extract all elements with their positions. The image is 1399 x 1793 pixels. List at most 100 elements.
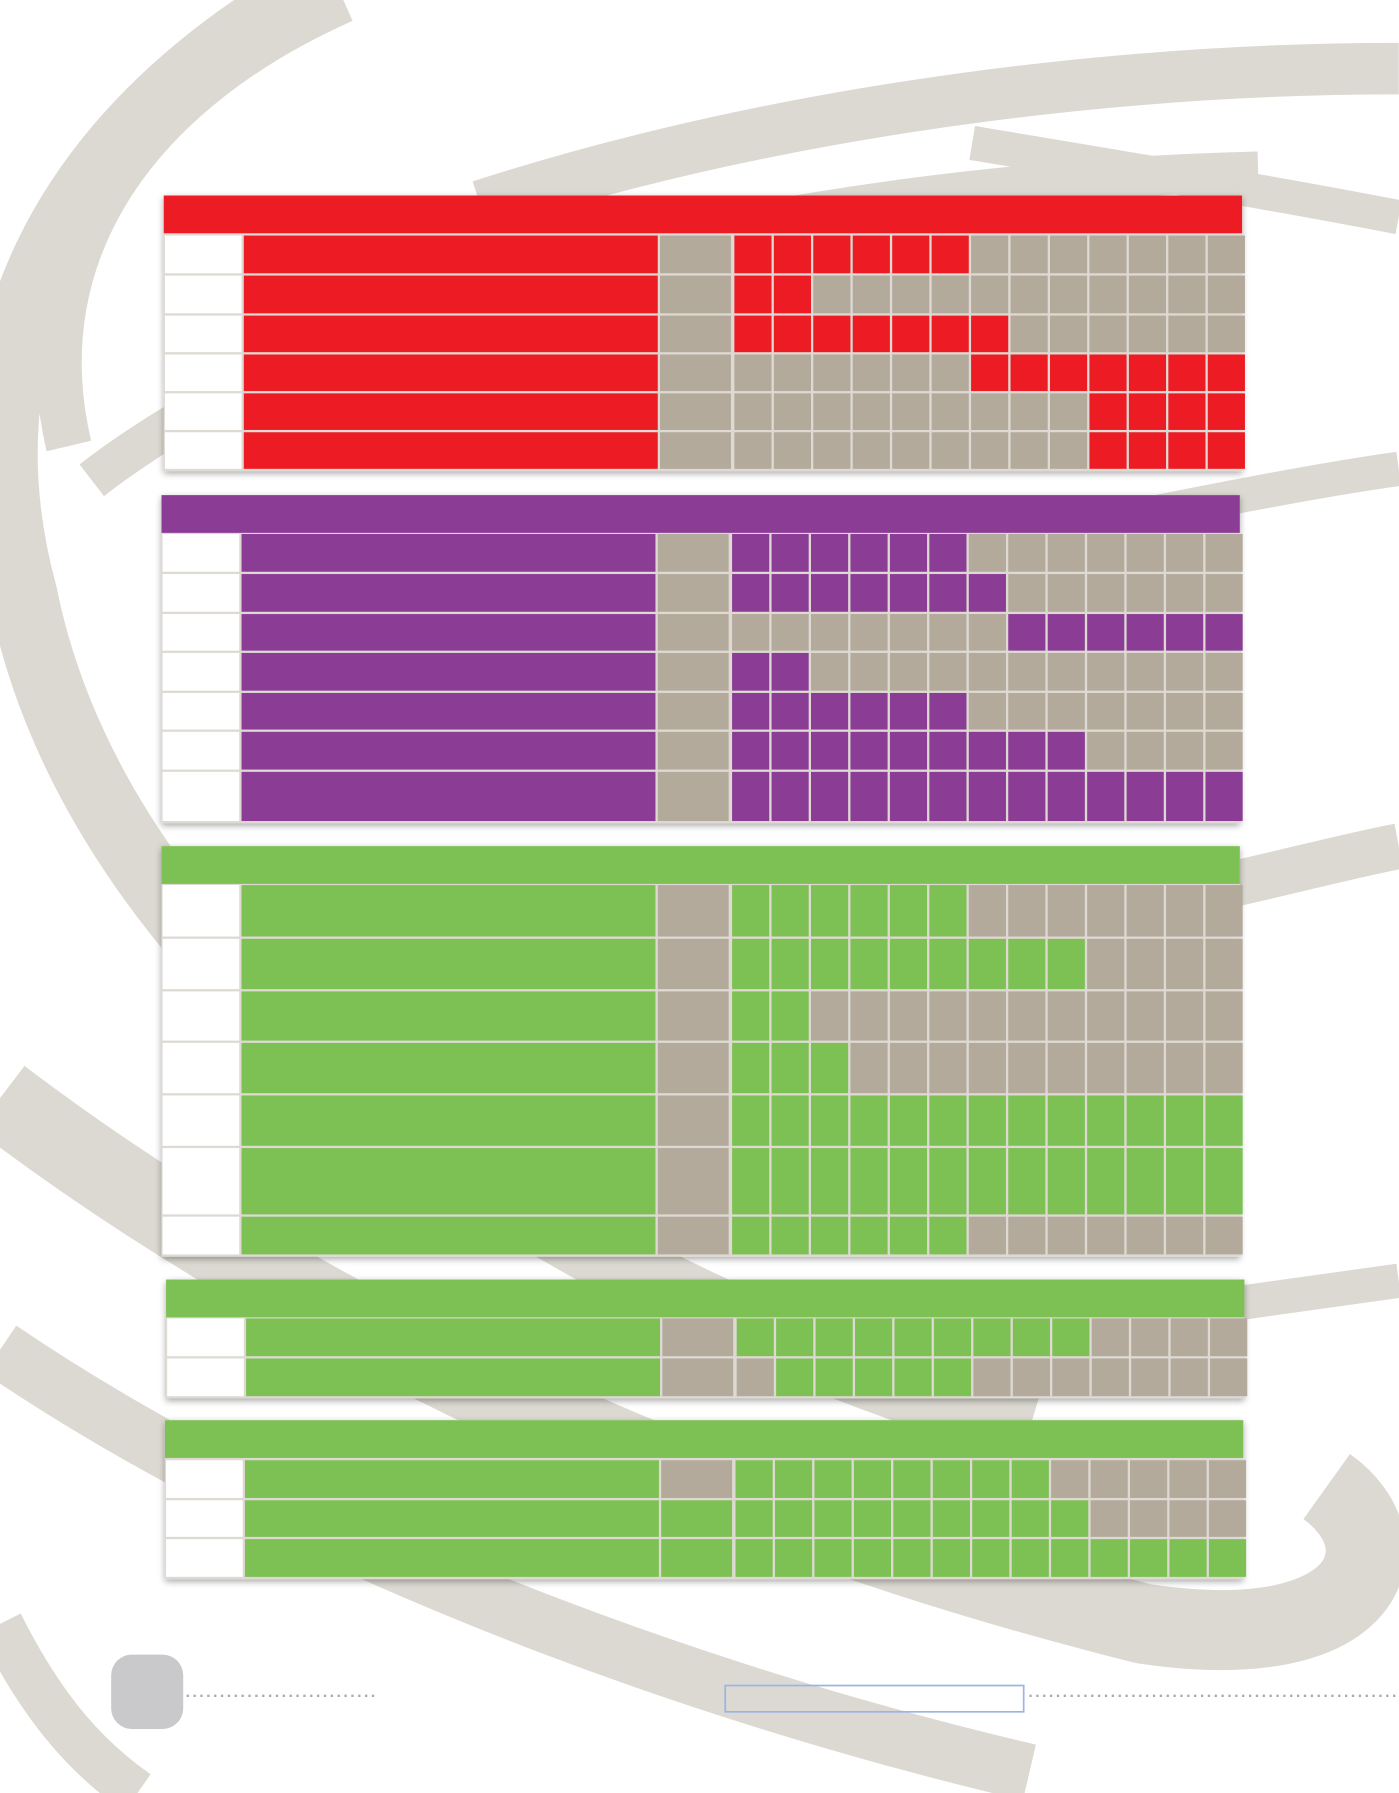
schedule-cell xyxy=(1047,692,1085,730)
schedule-cell xyxy=(735,1460,773,1498)
schedule-cell xyxy=(1010,315,1048,353)
schedule-cell xyxy=(1166,731,1204,770)
schedule-cell xyxy=(931,315,969,353)
schedule-cell xyxy=(1049,393,1088,430)
schedule-cell xyxy=(1130,1539,1168,1577)
schedule-cell xyxy=(1207,354,1245,392)
tables xyxy=(161,195,1248,1580)
schedule-cell xyxy=(1087,1095,1125,1146)
schedule-cell xyxy=(1051,1460,1089,1498)
schedule-cell xyxy=(1126,731,1164,770)
schedule-cell xyxy=(850,731,888,770)
schedule-cell xyxy=(1012,1318,1050,1357)
schedule-cell xyxy=(1166,1042,1204,1094)
schedule-cell xyxy=(1126,652,1164,691)
schedule-cell xyxy=(1208,1539,1247,1577)
schedule-cell xyxy=(1047,1042,1085,1094)
row-label-cell xyxy=(162,771,240,822)
schedule-cell xyxy=(1047,614,1085,651)
schedule-cell xyxy=(968,1216,1006,1255)
schedule-cell xyxy=(892,235,930,274)
schedule-cell xyxy=(771,991,809,1041)
schedule-cell xyxy=(889,692,928,730)
schedule-cell xyxy=(732,991,770,1041)
schedule-cell xyxy=(732,614,770,651)
schedule-cell xyxy=(929,731,967,770)
schedule-cell xyxy=(968,614,1006,651)
schedule-cell xyxy=(814,1500,852,1537)
schedule-cell xyxy=(1049,354,1088,392)
schedule-cell xyxy=(661,1500,733,1537)
row-name-cell xyxy=(241,991,656,1041)
schedule-cell xyxy=(810,574,849,612)
schedule-cell xyxy=(657,771,729,822)
schedule-cell xyxy=(771,938,809,990)
schedule-cell xyxy=(1166,1148,1204,1215)
schedule-cell xyxy=(1210,1318,1248,1357)
schedule-cell xyxy=(850,885,888,937)
schedule-cell xyxy=(771,885,809,937)
schedule-cell xyxy=(1169,1500,1207,1537)
schedule-cell xyxy=(1208,1460,1247,1498)
schedule-cell xyxy=(1047,534,1085,572)
schedule-cell xyxy=(892,315,930,353)
schedule-cell xyxy=(660,275,731,314)
schedule-cell xyxy=(736,1318,774,1357)
row-label-cell xyxy=(162,614,240,651)
schedule-cell xyxy=(1089,432,1127,469)
schedule-cell xyxy=(1208,1500,1247,1537)
schedule-cell xyxy=(1166,1095,1204,1146)
row-name-cell xyxy=(241,614,656,651)
schedule-cell xyxy=(1087,574,1125,612)
schedule-cell xyxy=(810,771,849,822)
schedule-cell xyxy=(774,1460,813,1498)
schedule-cell xyxy=(1168,275,1206,314)
schedule-cell xyxy=(1008,1216,1046,1255)
schedule-cell xyxy=(929,885,967,937)
schedule-cell xyxy=(889,1095,928,1146)
schedule-cell xyxy=(853,1460,892,1498)
schedule-cell xyxy=(1087,938,1125,990)
schedule-cell xyxy=(892,393,930,430)
schedule-cell xyxy=(1205,574,1243,612)
schedule-cell xyxy=(1205,991,1243,1041)
row-label-cell xyxy=(162,1042,240,1094)
schedule-cell xyxy=(1169,1539,1207,1577)
schedule-cell xyxy=(968,938,1006,990)
schedule-cell xyxy=(931,235,969,274)
schedule-cell xyxy=(660,354,731,392)
schedule-cell xyxy=(1205,614,1243,651)
schedule-cell xyxy=(1008,1148,1046,1215)
schedule-cell xyxy=(1205,885,1243,937)
schedule-cell xyxy=(893,1500,931,1537)
schedule-cell xyxy=(1011,1500,1049,1537)
schedule-cell xyxy=(968,885,1006,937)
row-label-cell xyxy=(164,354,242,392)
schedule-cell xyxy=(810,614,849,651)
schedule-cell xyxy=(771,652,809,691)
schedule-cell xyxy=(929,1095,967,1146)
schedule-cell xyxy=(1008,885,1046,937)
schedule-cell xyxy=(773,315,811,353)
schedule-cell xyxy=(1170,1358,1208,1397)
schedule-cell xyxy=(1008,614,1046,651)
schedule-cell xyxy=(889,1148,928,1215)
schedule-cell xyxy=(972,1500,1010,1537)
schedule-cell xyxy=(732,1216,770,1255)
row-label-cell xyxy=(162,938,240,990)
schedule-cell xyxy=(929,1042,967,1094)
table-header xyxy=(164,1420,1244,1458)
row-label-cell xyxy=(167,1318,244,1357)
schedule-cell xyxy=(1128,315,1167,353)
row-name-cell xyxy=(243,432,658,469)
schedule-cell xyxy=(657,1148,729,1215)
schedule-cell xyxy=(1047,1216,1085,1255)
schedule-cell xyxy=(773,235,811,274)
schedule-cell xyxy=(1008,534,1046,572)
schedule-cell xyxy=(1047,1148,1085,1215)
schedule-cell xyxy=(971,432,1009,469)
schedule-cell xyxy=(889,771,928,822)
schedule-cell xyxy=(1166,534,1204,572)
schedule-cell xyxy=(968,692,1006,730)
schedule-cell xyxy=(932,1460,970,1498)
